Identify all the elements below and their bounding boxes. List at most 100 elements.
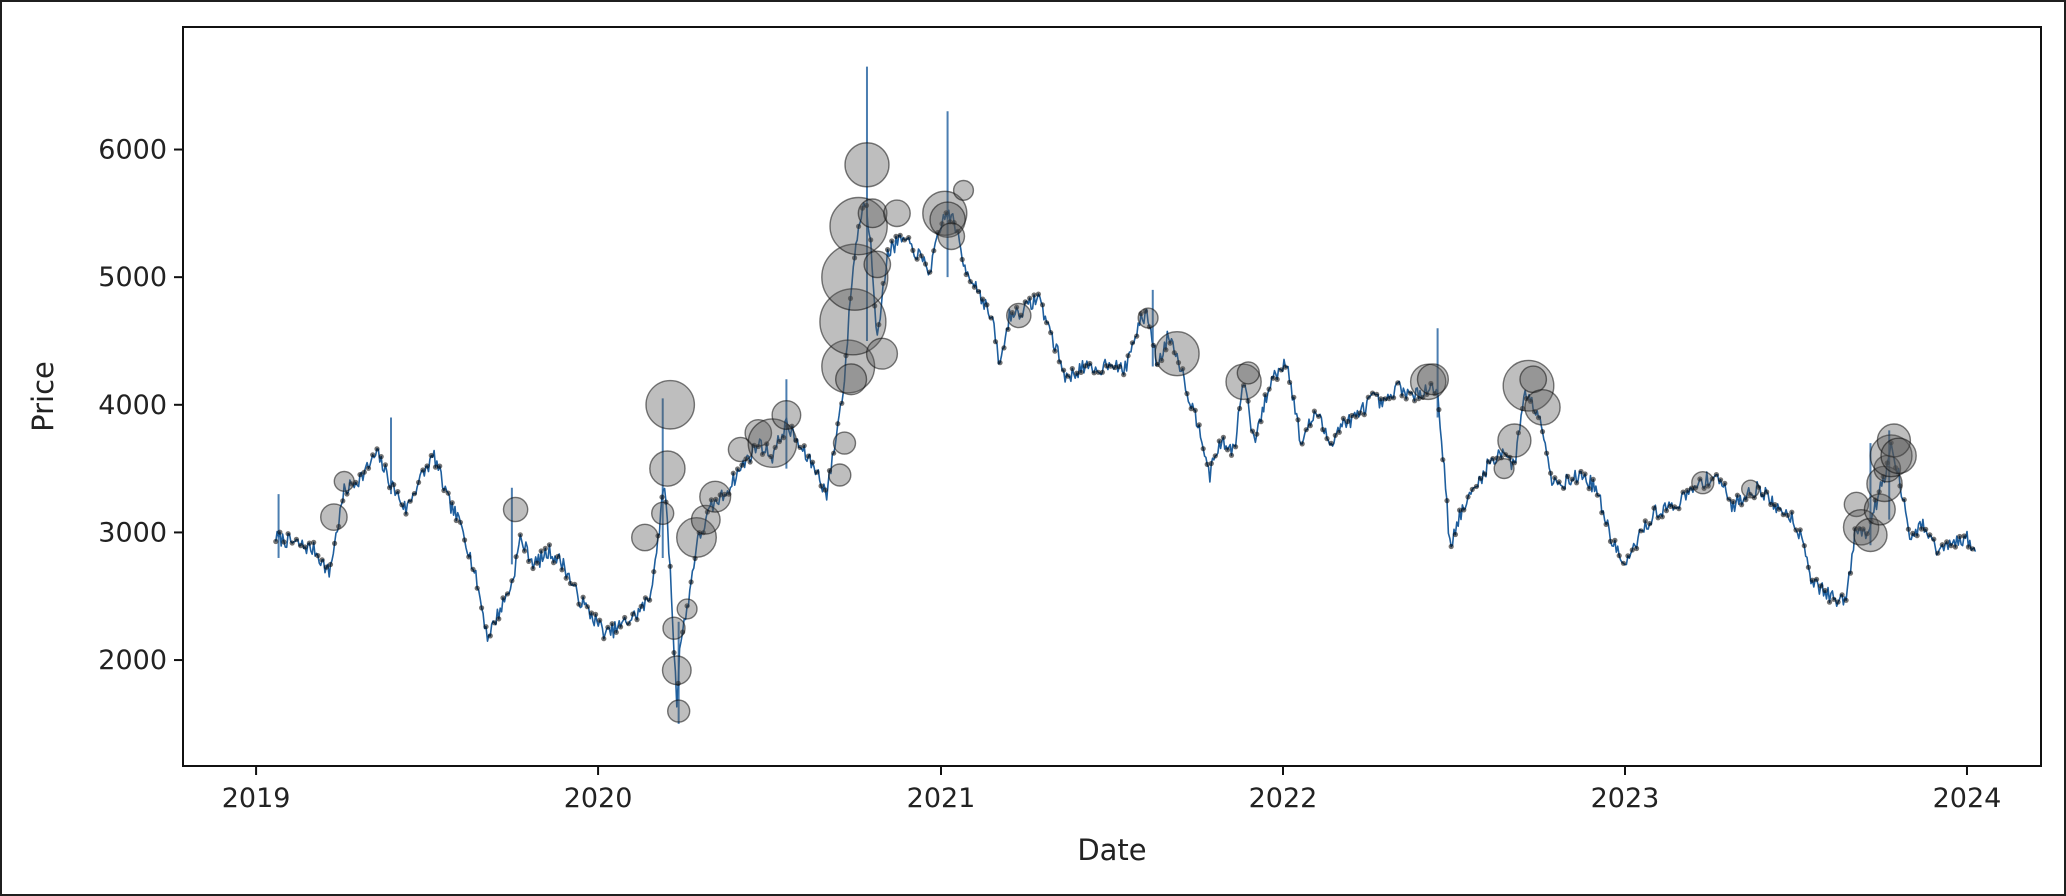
trade-marker (1307, 423, 1313, 429)
y-axis-label: Price (26, 361, 60, 432)
trade-marker (1278, 367, 1284, 373)
trade-marker (298, 543, 304, 549)
trade-marker (1970, 546, 1976, 552)
trade-marker (306, 540, 312, 546)
trade-marker (722, 491, 728, 497)
trade-marker (453, 517, 459, 524)
axes-frame (182, 26, 2042, 767)
y-axis: 2000 3000 4000 5000 6000 (98, 135, 183, 676)
trade-marker (1365, 394, 1371, 400)
trade-marker (1316, 413, 1322, 419)
trade-marker (1349, 412, 1355, 419)
volume-bubble (661, 655, 692, 686)
trade-marker (576, 601, 582, 607)
trade-marker (1556, 479, 1562, 485)
trade-marker (805, 453, 812, 459)
trade-marker (1074, 370, 1080, 376)
trade-marker (1713, 472, 1719, 478)
trade-marker (1603, 521, 1609, 528)
trade-marker (759, 451, 766, 457)
trade-marker (1739, 502, 1745, 508)
trade-marker (530, 565, 536, 572)
trade-marker (593, 611, 599, 618)
trade-marker (1582, 471, 1588, 477)
trade-marker (1444, 498, 1450, 504)
trade-marker (1212, 453, 1218, 459)
trade-marker (918, 253, 924, 259)
trade-marker (1142, 308, 1148, 314)
trade-marker (1856, 526, 1862, 532)
trade-marker (551, 560, 557, 566)
trade-marker (1125, 353, 1131, 359)
trade-marker (1403, 396, 1409, 402)
trade-marker (437, 463, 443, 469)
trade-marker (517, 532, 523, 538)
volume-bubble (631, 523, 659, 552)
trade-marker (963, 271, 969, 278)
volume-bubble (883, 199, 911, 228)
trade-marker (922, 261, 929, 267)
trade-marker (1805, 564, 1811, 570)
trade-marker (1069, 366, 1075, 372)
trade-marker (634, 617, 640, 623)
trade-marker (1340, 415, 1346, 421)
trade-marker (931, 248, 937, 254)
trade-marker (1701, 485, 1707, 491)
trade-marker (1009, 310, 1015, 316)
trade-marker (370, 452, 376, 458)
trade-marker (403, 511, 409, 517)
volume-bubble (844, 142, 890, 188)
trade-marker (387, 485, 393, 491)
trade-marker (1884, 460, 1890, 466)
trade-marker (1935, 550, 1941, 556)
trade-marker (1249, 428, 1256, 434)
trade-marker (984, 302, 990, 308)
x-tick-label: 2020 (564, 783, 633, 814)
volume-bubble (645, 379, 696, 430)
trade-marker (534, 560, 540, 566)
trade-marker (1108, 363, 1114, 369)
trade-marker (555, 553, 561, 560)
trade-marker (1764, 489, 1770, 495)
trade-marker (1163, 347, 1169, 353)
trade-marker (1876, 489, 1882, 495)
trade-marker (597, 617, 603, 623)
trade-marker (1927, 532, 1933, 538)
volume-bubble (651, 501, 675, 525)
trade-marker (1590, 476, 1596, 482)
trade-marker (416, 479, 422, 485)
trade-marker (839, 400, 845, 406)
trade-marker (487, 633, 493, 639)
trade-marker (1103, 363, 1110, 369)
trade-marker (1382, 396, 1388, 402)
trade-marker (980, 296, 986, 302)
trade-marker (1237, 405, 1243, 412)
trade-marker (1527, 398, 1534, 404)
trade-marker (1412, 398, 1418, 404)
trade-marker (1939, 542, 1945, 548)
trade-marker (735, 466, 741, 472)
trade-marker (914, 256, 920, 262)
trade-marker (509, 578, 515, 584)
trade-marker (852, 255, 858, 261)
trade-marker (1785, 512, 1791, 518)
trade-marker (1228, 452, 1235, 458)
x-tick-label: 2022 (1249, 783, 1318, 814)
trade-marker (466, 554, 472, 560)
trade-marker (462, 537, 468, 543)
trade-marker (1129, 340, 1135, 346)
trade-marker (1374, 391, 1380, 397)
trade-marker (1760, 492, 1766, 498)
trade-marker (1014, 304, 1020, 310)
trade-marker (622, 614, 628, 621)
trade-marker (1022, 299, 1028, 305)
trade-marker (546, 542, 553, 548)
volume-bubble (863, 250, 892, 279)
volume-bubble (667, 699, 691, 723)
trade-marker (1647, 521, 1653, 527)
trade-marker (483, 624, 489, 630)
trade-marker (1196, 422, 1202, 428)
trade-marker (1629, 547, 1635, 553)
trade-marker (311, 539, 317, 546)
trade-marker (1743, 497, 1749, 503)
